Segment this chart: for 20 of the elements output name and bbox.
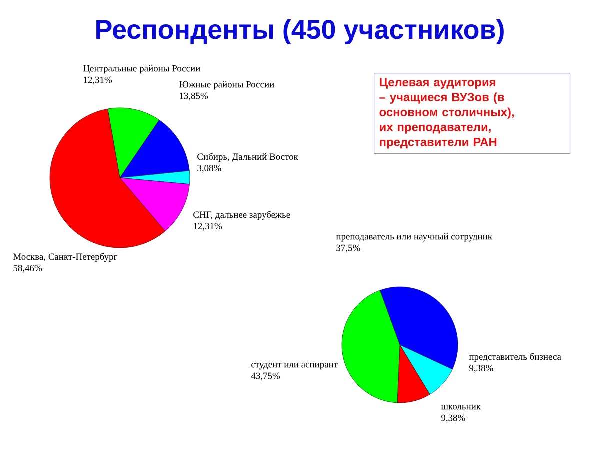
data-label: 12,31% [194,223,222,231]
data-label: 9,38% [470,365,494,373]
slice-label: представитель бизнеса [469,353,562,362]
data-label: 37,5% [336,244,360,253]
data-label: 12,31% [84,76,112,85]
slice-label: студент или аспирант [252,363,338,370]
chart-title: Респонденты (450 участников) [96,19,504,45]
data-label: 3,08% [198,165,222,173]
slice-label: Южные районы России [179,81,274,90]
slice-label: преподаватель или научный сотрудник [336,233,492,242]
data-label: 58,46% [14,265,42,273]
data-label: 43,75% [251,372,280,381]
slice-label: СНГ, дальнее зарубежье [194,211,290,220]
slice-label: Центральные районы России [83,65,200,74]
slice-label: школьник [441,405,481,410]
text: Целевая аудитория – учащиеся ВУЗов (в основном столичных), их преподаватели, представители РАН [380,78,514,149]
data-label: 9,38% [442,414,466,423]
data-label: 13,85% [180,92,208,101]
slice-label: Сибирь, Дальний Восток [198,153,298,162]
slice-label: Москва, Санкт-Петербург [13,253,118,262]
